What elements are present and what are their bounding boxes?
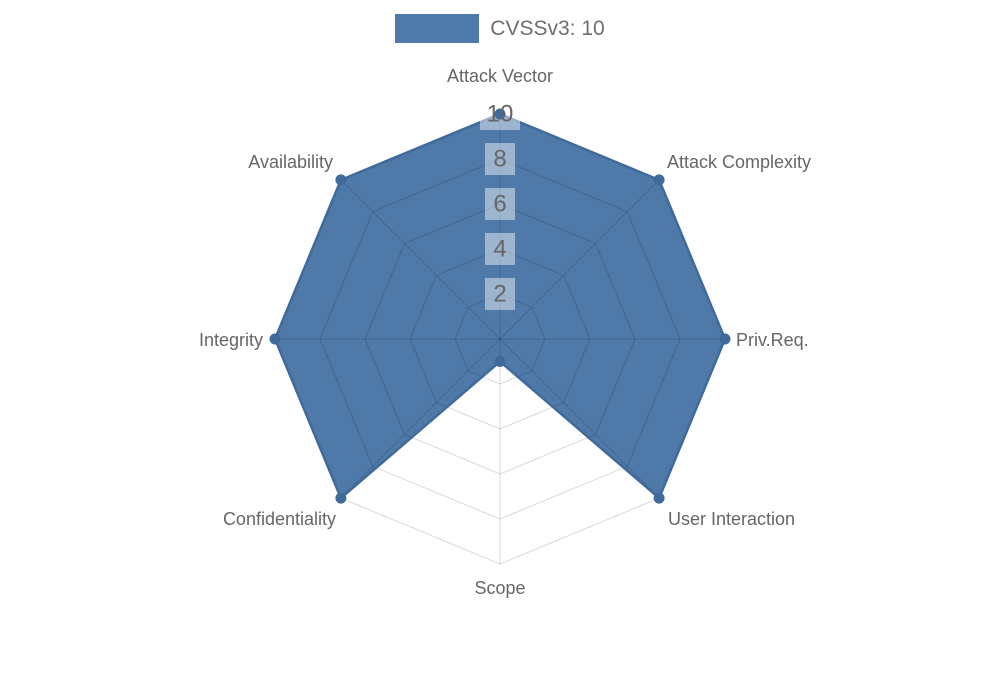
tick-label-10: 10 — [487, 101, 514, 128]
point-label-attack-complexity: Attack Complexity — [667, 152, 811, 172]
tick-label-4: 4 — [493, 236, 506, 263]
axis-spoke-confidentiality — [340, 338, 501, 499]
legend-swatch — [395, 14, 480, 43]
axis-spoke-attack-complexity — [499, 179, 660, 340]
point-label-confidentiality: Confidentiality — [223, 509, 336, 529]
tick-backdrop-8 — [485, 143, 515, 175]
legend-label: CVSSv3: 10 — [490, 16, 605, 40]
tick-label-8: 8 — [493, 146, 506, 173]
point-label-integrity: Integrity — [199, 330, 263, 350]
grid-ring-8 — [319, 158, 681, 520]
grid-ring-6 — [364, 203, 636, 475]
data-point-attack-complexity[interactable] — [653, 174, 665, 186]
axis-spoke-availability — [340, 179, 501, 340]
tick-label-2: 2 — [493, 281, 506, 308]
grid-ring-2 — [454, 293, 546, 385]
point-label-availability: Availability — [248, 152, 333, 172]
data-point-confidentiality[interactable] — [335, 492, 347, 504]
point-label-attack-vector: Attack Vector — [447, 66, 553, 86]
tick-backdrop-2 — [485, 278, 515, 310]
tick-backdrop-4 — [485, 233, 515, 265]
point-label-user-interaction: User Interaction — [668, 509, 795, 529]
data-point-priv-req[interactable] — [719, 333, 731, 345]
point-label-priv-req: Priv.Req. — [736, 330, 809, 350]
radar-fill-cvssv3-10 — [275, 114, 725, 499]
chart-legend[interactable]: CVSSv3: 10 — [0, 14, 1000, 43]
data-point-scope[interactable] — [494, 356, 506, 367]
tick-label-6: 6 — [493, 191, 506, 218]
grid-ring-4 — [409, 248, 591, 430]
axis-spoke-user-interaction — [499, 338, 660, 499]
data-point-attack-vector[interactable] — [494, 108, 506, 120]
tick-backdrop-6 — [485, 188, 515, 220]
data-point-integrity[interactable] — [269, 333, 281, 345]
data-point-availability[interactable] — [335, 174, 347, 186]
point-label-scope: Scope — [474, 578, 525, 598]
data-point-user-interaction[interactable] — [653, 492, 665, 504]
